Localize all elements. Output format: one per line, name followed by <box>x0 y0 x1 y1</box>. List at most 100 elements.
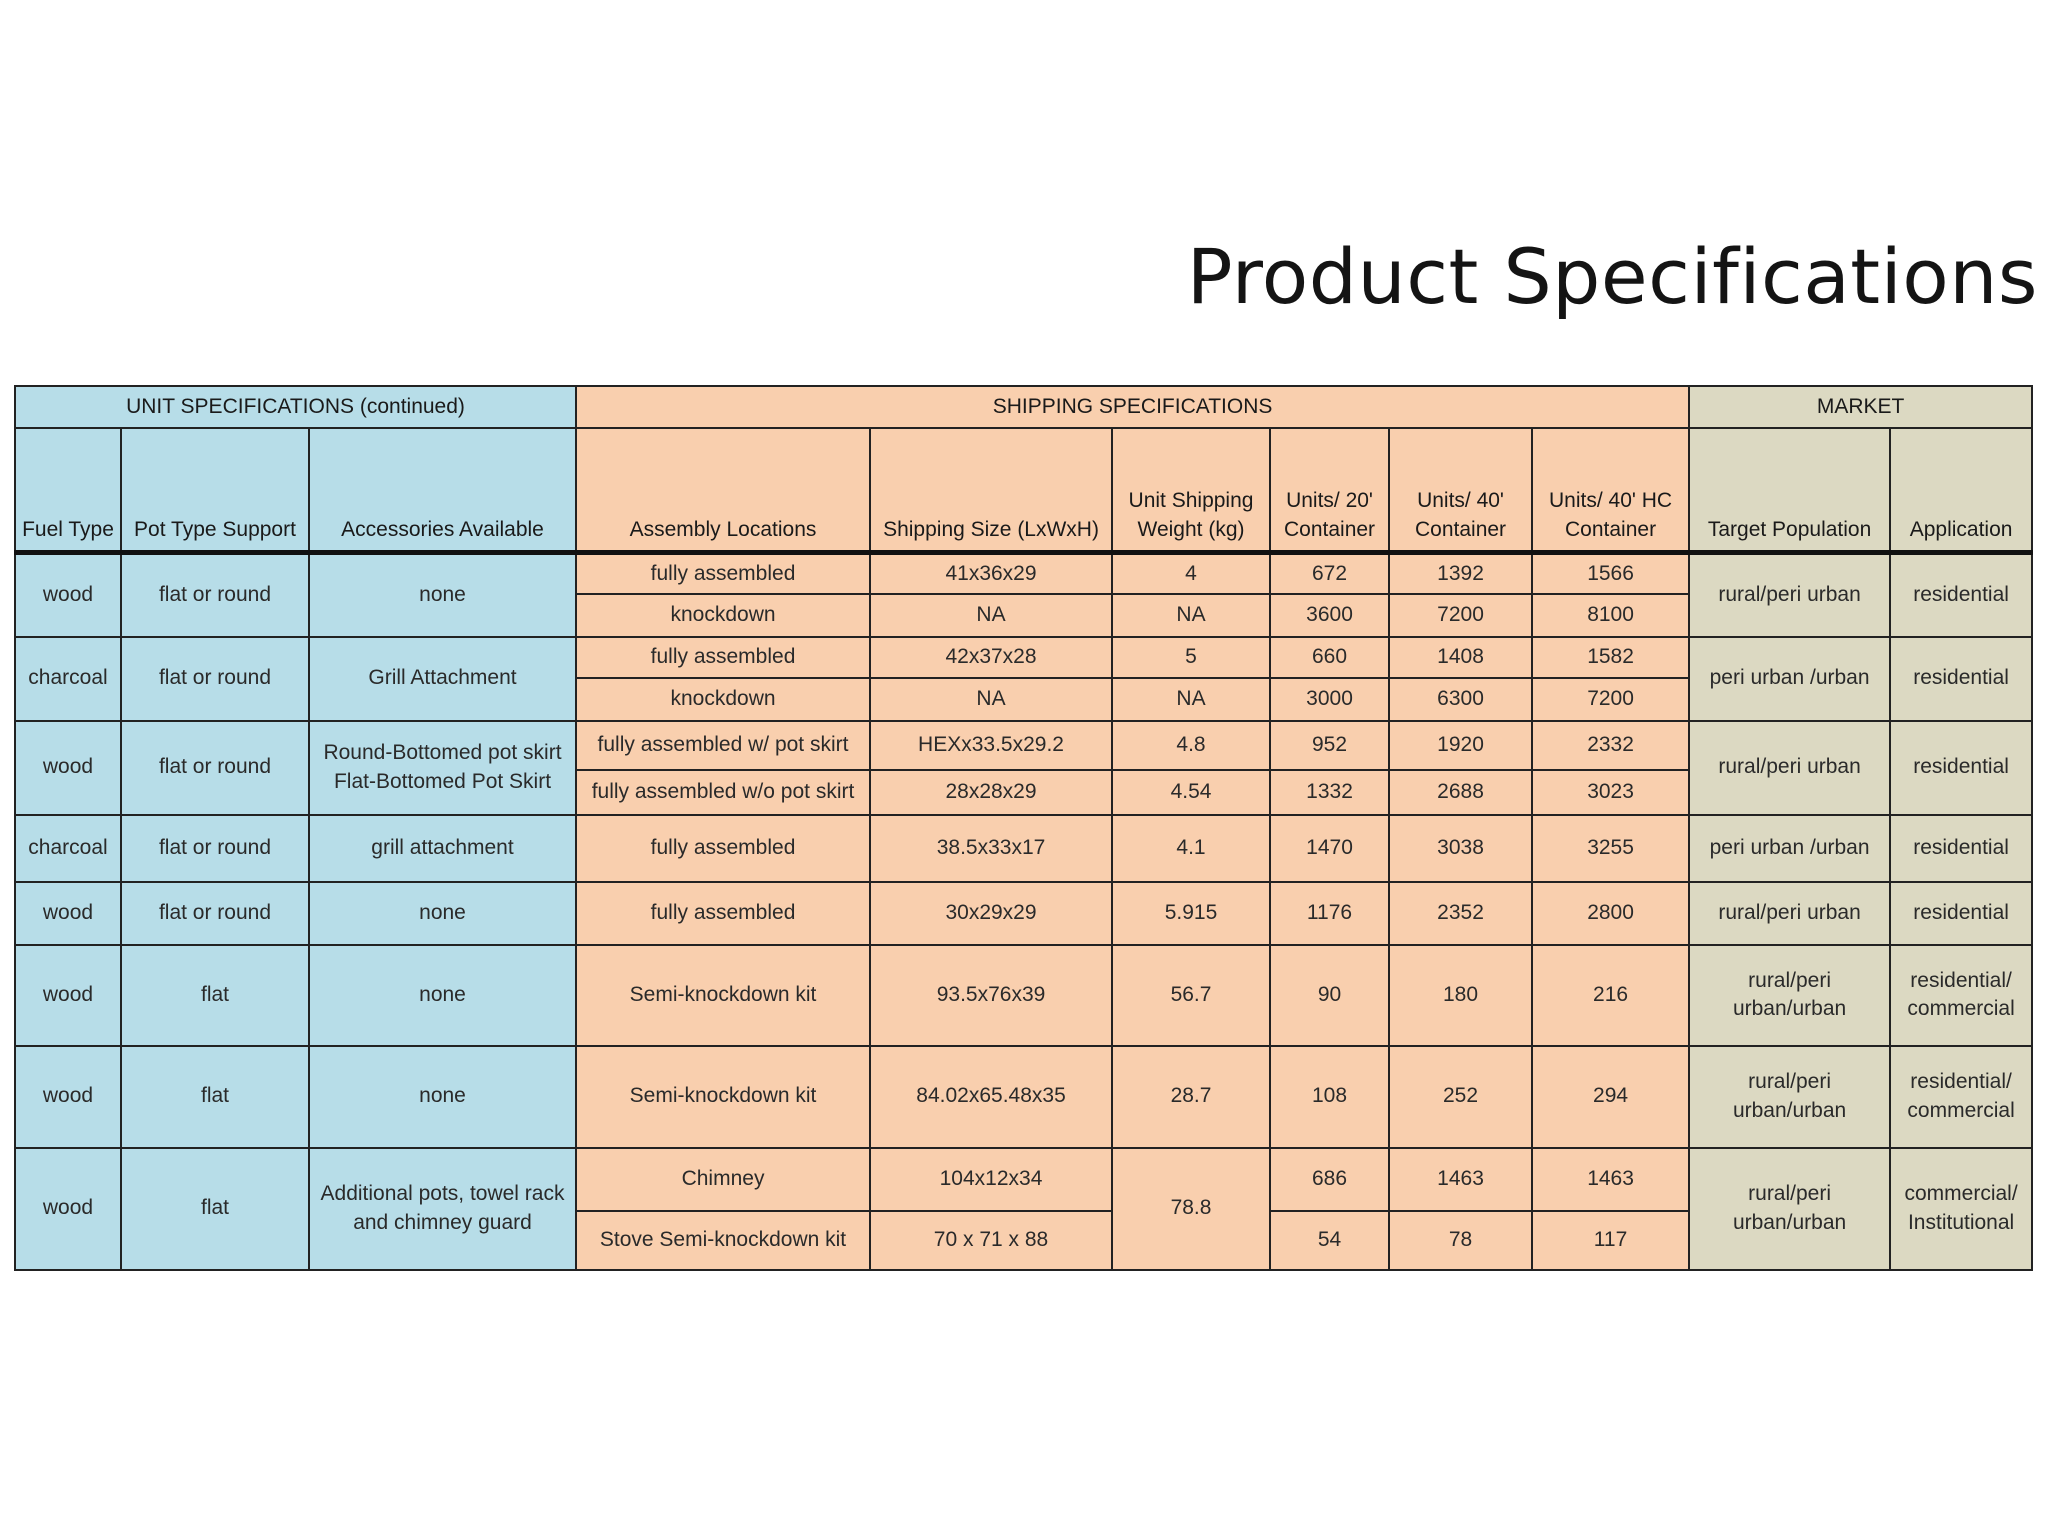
cell-size: NA <box>869 592 1114 638</box>
cell-application: residential/ commercial <box>1889 943 2034 1047</box>
cell-units-20: 3600 <box>1269 592 1391 638</box>
cell-units-40: 2688 <box>1388 768 1534 816</box>
cell-weight: 56.7 <box>1111 943 1272 1047</box>
cell-units-20: 3000 <box>1269 676 1391 722</box>
col-header-fuel-type: Fuel Type <box>14 427 122 555</box>
group-unit-specifications: UNIT SPECIFICATIONS (continued) <box>13 385 578 429</box>
table-row: wood flat or round Round-Bottomed pot sk… <box>14 719 2034 816</box>
cell-size: 84.02x65.48x35 <box>869 1044 1114 1149</box>
cell-weight: NA <box>1111 676 1272 722</box>
group-shipping-specifications: SHIPPING SPECIFICATIONS <box>575 385 1691 429</box>
cell-units-40hc: 3255 <box>1531 813 1691 883</box>
cell-units-20: 108 <box>1269 1044 1391 1149</box>
table-row: wood flat Additional pots, towel rack an… <box>14 1146 2034 1271</box>
cell-units-20: 952 <box>1269 719 1391 771</box>
cell-size: 70 x 71 x 88 <box>869 1209 1114 1271</box>
table-row: charcoal flat or round grill attachment … <box>14 813 2034 883</box>
cell-application: residential <box>1889 813 2034 883</box>
cell-pot-type: flat or round <box>120 880 310 946</box>
cell-target-population: rural/peri urban/urban <box>1688 1044 1892 1149</box>
col-header-pot-type-support: Pot Type Support <box>120 427 310 555</box>
cell-accessories: Round-Bottomed pot skirt Flat-Bottomed P… <box>307 719 578 816</box>
cell-fuel-type: wood <box>14 719 122 816</box>
cell-fuel-type: charcoal <box>14 813 122 883</box>
cell-units-20: 1470 <box>1269 813 1391 883</box>
cell-accessories: grill attachment <box>307 813 578 883</box>
cell-units-40hc: 1582 <box>1531 635 1691 679</box>
col-header-unit-weight: Unit Shipping Weight (kg) <box>1111 427 1272 555</box>
cell-units-40hc: 2800 <box>1531 880 1691 946</box>
cell-weight: 4.1 <box>1111 813 1272 883</box>
cell-units-20: 54 <box>1269 1209 1391 1271</box>
cell-weight: 28.7 <box>1111 1044 1272 1149</box>
cell-units-20: 90 <box>1269 943 1391 1047</box>
col-header-units-40hc: Units/ 40' HC Container <box>1531 427 1691 555</box>
cell-pot-type: flat or round <box>120 635 310 722</box>
cell-accessories: Grill Attachment <box>307 635 578 722</box>
cell-application: residential <box>1889 719 2034 816</box>
cell-accessories: Additional pots, towel rack and chimney … <box>307 1146 578 1271</box>
cell-units-40: 3038 <box>1388 813 1534 883</box>
cell-pot-type: flat <box>120 1146 310 1271</box>
cell-units-40hc: 7200 <box>1531 676 1691 722</box>
cell-weight: 4.8 <box>1111 719 1272 771</box>
col-header-units-20: Units/ 20' Container <box>1269 427 1391 555</box>
cell-units-40: 7200 <box>1388 592 1534 638</box>
cell-target-population: peri urban /urban <box>1688 813 1892 883</box>
table-row: knockdown NA NA 3000 6300 7200 <box>15 676 2032 722</box>
cell-accessories: none <box>307 943 578 1047</box>
col-header-assembly-locations: Assembly Locations <box>575 427 872 555</box>
cell-units-20: 660 <box>1269 635 1391 679</box>
col-header-units-40: Units/ 40' Container <box>1388 427 1534 555</box>
cell-weight: 5 <box>1111 635 1272 679</box>
cell-units-40: 1463 <box>1388 1146 1534 1212</box>
cell-units-40hc: 2332 <box>1531 719 1691 771</box>
col-header-application: Application <box>1889 427 2034 555</box>
cell-units-40hc: 117 <box>1531 1209 1691 1271</box>
cell-pot-type: flat or round <box>120 813 310 883</box>
cell-assembly: fully assembled w/o pot skirt <box>575 768 872 816</box>
cell-pot-type: flat <box>120 943 310 1047</box>
cell-size: 38.5x33x17 <box>869 813 1114 883</box>
cell-weight: 4.54 <box>1111 768 1272 816</box>
cell-units-40hc: 294 <box>1531 1044 1691 1149</box>
cell-units-40hc: 8100 <box>1531 592 1691 638</box>
cell-units-20: 1176 <box>1269 880 1391 946</box>
table-row: wood flat none Semi-knockdown kit 93.5x7… <box>14 943 2034 1047</box>
cell-assembly: Stove Semi-knockdown kit <box>575 1209 872 1271</box>
table-row: wood flat or round none fully assembled … <box>14 551 2034 638</box>
cell-units-40: 78 <box>1388 1209 1534 1271</box>
table-row: wood flat none Semi-knockdown kit 84.02x… <box>14 1044 2034 1149</box>
cell-assembly: fully assembled <box>575 813 872 883</box>
cell-size: NA <box>869 676 1114 722</box>
cell-units-40: 180 <box>1388 943 1534 1047</box>
cell-assembly: fully assembled <box>575 635 872 679</box>
cell-units-40: 1408 <box>1388 635 1534 679</box>
cell-fuel-type: wood <box>14 551 122 638</box>
cell-weight: 5.915 <box>1111 880 1272 946</box>
cell-accessories: none <box>307 1044 578 1149</box>
cell-assembly: Semi-knockdown kit <box>575 1044 872 1149</box>
cell-assembly: fully assembled w/ pot skirt <box>575 719 872 771</box>
cell-fuel-type: wood <box>14 943 122 1047</box>
table-row: wood flat or round none fully assembled … <box>14 880 2034 946</box>
cell-weight: 78.8 <box>1111 1146 1272 1271</box>
cell-fuel-type: wood <box>14 1044 122 1149</box>
cell-target-population: rural/peri urban <box>1688 551 1892 638</box>
col-header-shipping-size: Shipping Size (LxWxH) <box>869 427 1114 555</box>
cell-fuel-type: wood <box>14 880 122 946</box>
cell-assembly: fully assembled <box>575 880 872 946</box>
cell-target-population: rural/peri urban <box>1688 719 1892 816</box>
cell-target-population: rural/peri urban <box>1688 880 1892 946</box>
table-row: fully assembled w/o pot skirt 28x28x29 4… <box>15 768 2032 816</box>
page-title: Product Specifications <box>1186 232 2038 321</box>
cell-application: residential <box>1889 880 2034 946</box>
cell-units-40: 6300 <box>1388 676 1534 722</box>
cell-weight: NA <box>1111 592 1272 638</box>
table-row: knockdown NA NA 3600 7200 8100 <box>15 592 2032 638</box>
cell-units-40: 252 <box>1388 1044 1534 1149</box>
cell-pot-type: flat or round <box>120 551 310 638</box>
cell-application: residential/ commercial <box>1889 1044 2034 1149</box>
col-header-accessories: Accessories Available <box>307 427 578 555</box>
cell-application: residential <box>1889 551 2034 638</box>
